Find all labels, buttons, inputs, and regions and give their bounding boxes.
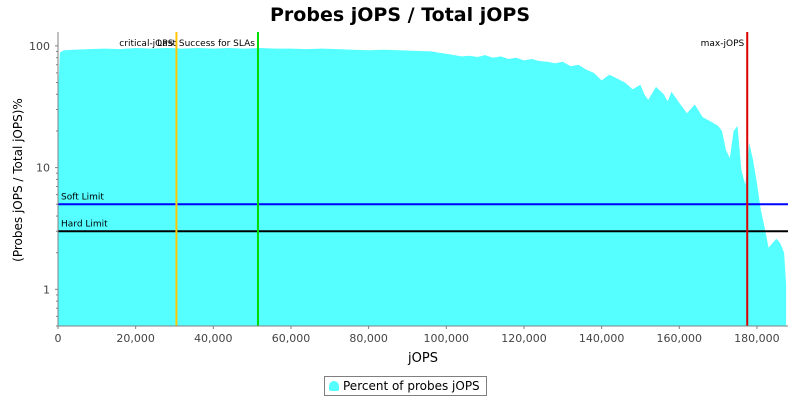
threshold-label: Hard Limit	[61, 219, 108, 229]
chart-legend: Percent of probes jOPS	[324, 376, 487, 396]
marker-label: critical-jOPS	[119, 39, 173, 49]
x-tick-label: 160,000	[657, 332, 703, 345]
x-tick-label: 180,000	[734, 332, 780, 345]
chart-title: Probes jOPS / Total jOPS	[270, 4, 530, 26]
x-tick-label: 80,000	[349, 332, 388, 345]
x-axis-label: jOPS	[407, 351, 438, 366]
y-axis-label: (Probes jOPS / Total jOPS)%	[11, 98, 25, 262]
marker-label: Last Success for SLAs	[157, 39, 255, 49]
x-tick-label: 40,000	[194, 332, 233, 345]
legend-label: Percent of probes jOPS	[343, 379, 480, 393]
x-tick-label: 140,000	[579, 332, 625, 345]
x-tick-label: 20,000	[116, 332, 155, 345]
marker-label: max-jOPS	[701, 39, 745, 49]
x-tick-label: 60,000	[272, 332, 311, 345]
y-tick-label: 1	[43, 283, 50, 296]
y-tick-label: 100	[29, 40, 50, 53]
x-tick-label: 120,000	[501, 332, 547, 345]
x-tick-label: 0	[55, 332, 62, 345]
threshold-label: Soft Limit	[61, 192, 104, 202]
legend-swatch	[329, 381, 339, 391]
y-tick-label: 10	[36, 162, 50, 175]
series-area-0	[58, 48, 787, 326]
x-tick-label: 100,000	[424, 332, 470, 345]
